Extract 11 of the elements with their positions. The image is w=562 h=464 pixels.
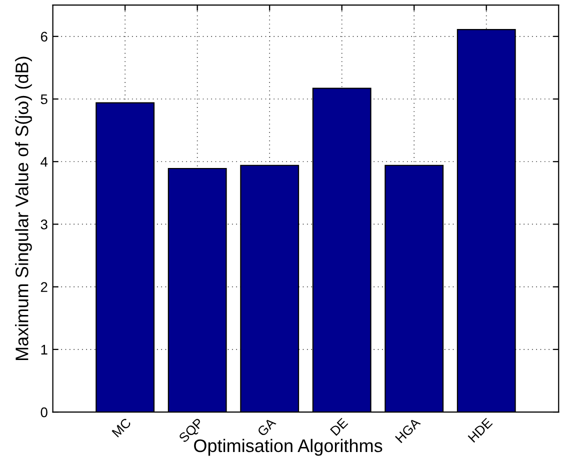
y-tick-label: 5 xyxy=(40,94,48,104)
y-tick-label: 1 xyxy=(41,344,48,354)
y-tick-label: 6 xyxy=(40,32,48,42)
y-tick-label: 3 xyxy=(40,220,48,230)
x-tick-label: MC xyxy=(112,417,132,438)
y-axis-title: Maximum Singular Value of S(jω) (dB) xyxy=(15,56,32,360)
y-tick-label: 4 xyxy=(40,157,48,167)
x-tick-label: DE xyxy=(330,418,348,436)
y-tick-label: 2 xyxy=(40,282,48,292)
x-tick-label: GA xyxy=(256,417,276,437)
y-tick-label: 0 xyxy=(40,407,48,418)
